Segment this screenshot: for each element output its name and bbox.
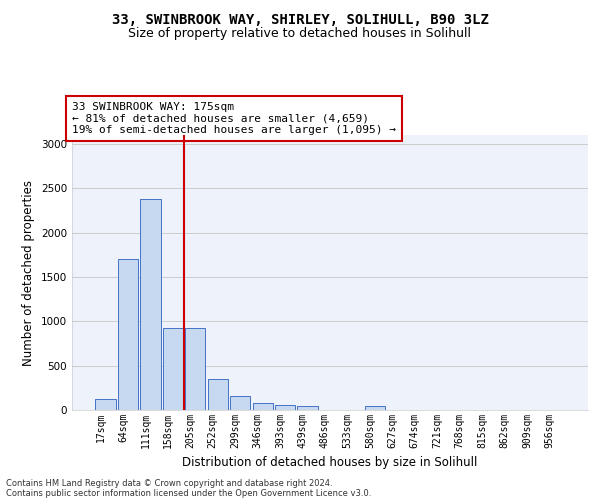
Y-axis label: Number of detached properties: Number of detached properties (22, 180, 35, 366)
Text: 33, SWINBROOK WAY, SHIRLEY, SOLIHULL, B90 3LZ: 33, SWINBROOK WAY, SHIRLEY, SOLIHULL, B9… (112, 12, 488, 26)
Bar (208, 379, 228, 410)
Bar (365, 406, 385, 410)
Bar (298, 406, 317, 410)
Text: Contains public sector information licensed under the Open Government Licence v3: Contains public sector information licen… (6, 488, 371, 498)
Bar (230, 396, 250, 410)
Bar (275, 405, 295, 410)
Bar (185, 328, 205, 410)
Bar (140, 199, 161, 410)
Text: Size of property relative to detached houses in Solihull: Size of property relative to detached ho… (128, 28, 472, 40)
Bar (253, 403, 273, 410)
Bar (118, 259, 138, 410)
Bar (95, 400, 116, 410)
X-axis label: Distribution of detached houses by size in Solihull: Distribution of detached houses by size … (182, 456, 478, 469)
Text: Contains HM Land Registry data © Crown copyright and database right 2024.: Contains HM Land Registry data © Crown c… (6, 478, 332, 488)
Text: 33 SWINBROOK WAY: 175sqm
← 81% of detached houses are smaller (4,659)
19% of sem: 33 SWINBROOK WAY: 175sqm ← 81% of detach… (72, 102, 396, 135)
Bar (163, 328, 183, 410)
